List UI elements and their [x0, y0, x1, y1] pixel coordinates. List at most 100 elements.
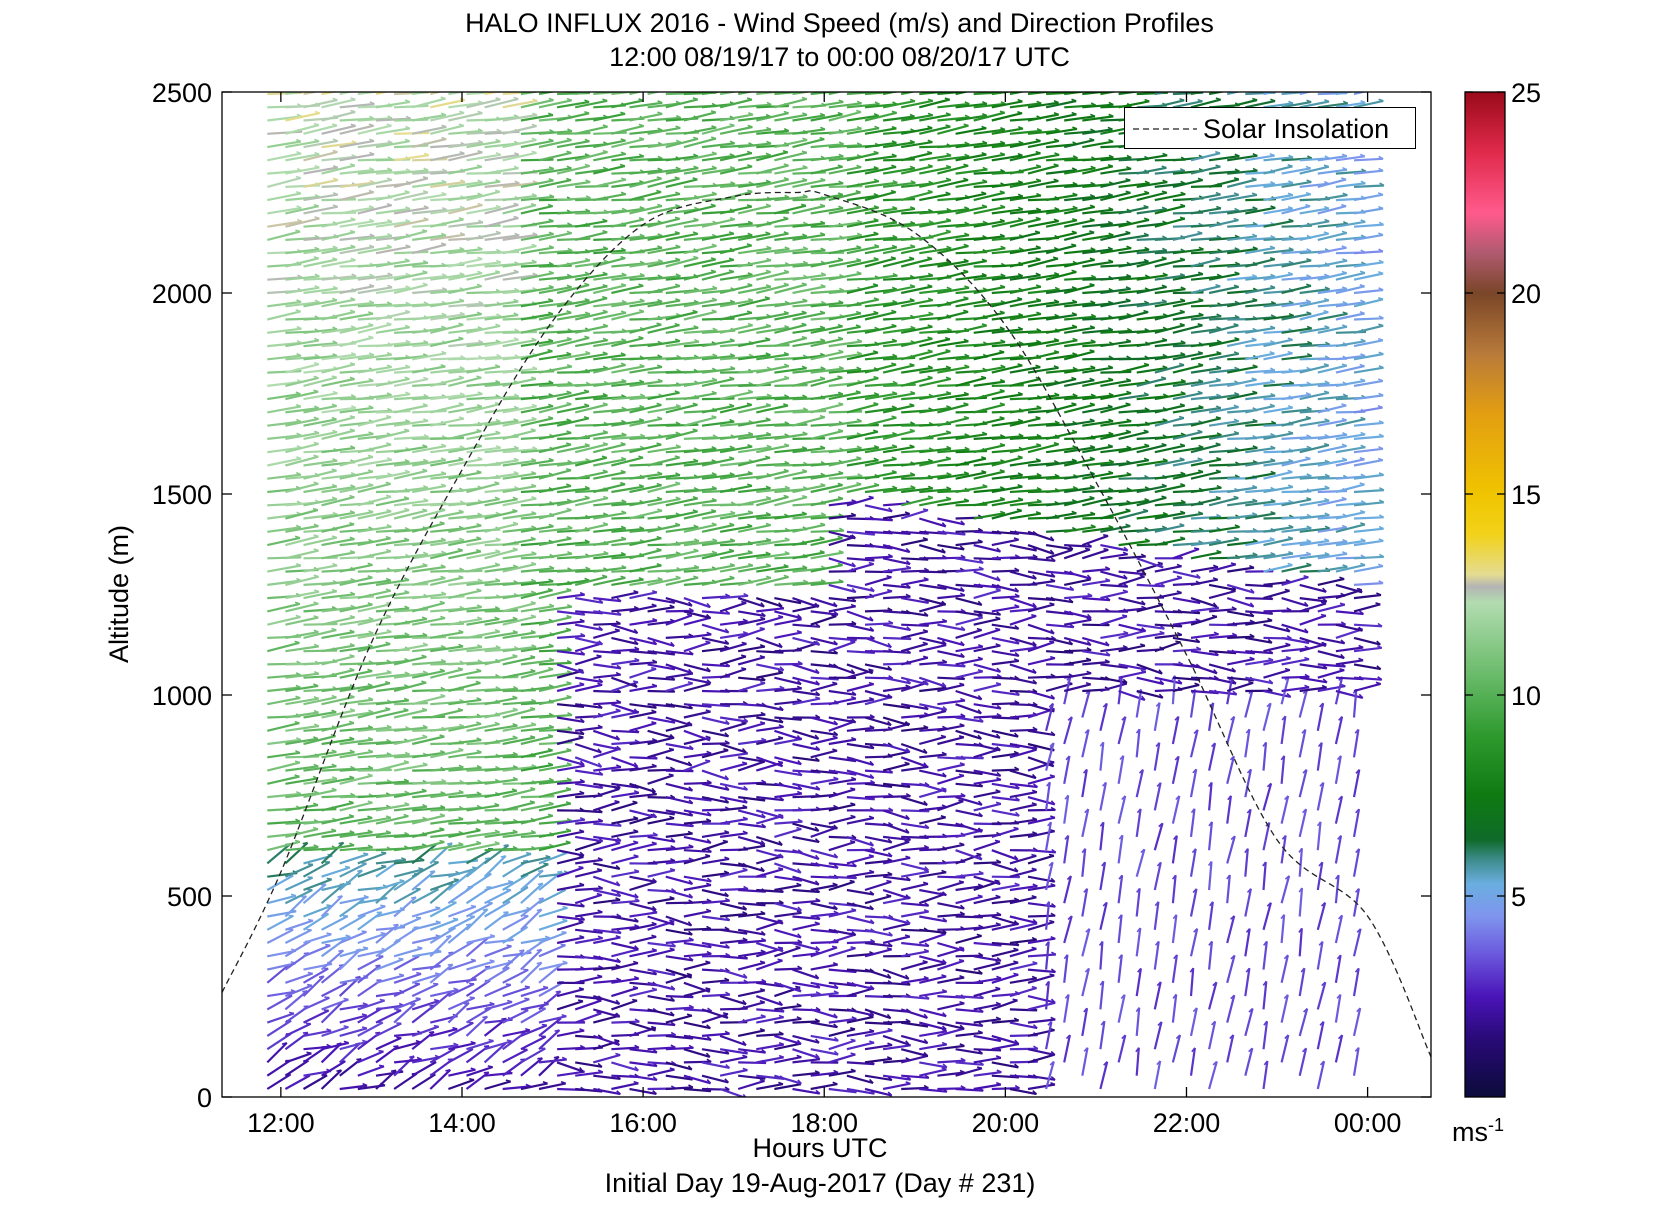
wind-barb	[412, 92, 434, 96]
wind-barb-tick	[668, 747, 674, 751]
wind-barb-tick	[633, 708, 639, 714]
wind-barb	[611, 888, 639, 899]
wind-barb-tick	[458, 816, 464, 820]
wind-barb-tick	[759, 655, 765, 658]
wind-barb	[611, 1020, 640, 1024]
wind-barb	[502, 765, 537, 772]
wind-barb	[647, 981, 675, 991]
wind-barb	[792, 580, 826, 586]
wind-barb	[701, 979, 730, 984]
wind-barb	[448, 272, 483, 281]
wind-barb-tick	[729, 445, 735, 450]
wind-barb	[466, 804, 500, 812]
wind-barb	[629, 204, 663, 215]
wind-barb	[774, 981, 802, 993]
wind-barb-tick	[856, 257, 862, 262]
wind-barb-tick	[513, 202, 519, 206]
wind-barb-tick	[746, 310, 753, 314]
wind-barb-tick	[602, 512, 609, 516]
wind-barb-tick	[669, 815, 675, 819]
wind-barb	[502, 700, 536, 706]
wind-barb	[629, 484, 662, 494]
wind-barb	[719, 113, 754, 122]
wind-barb	[394, 435, 429, 440]
wind-barb	[756, 1016, 784, 1024]
wind-barb	[629, 765, 657, 772]
wind-barb	[738, 553, 771, 560]
wind-barb	[701, 1008, 729, 1020]
wind-barb-tick	[369, 85, 374, 87]
wind-barb-tick	[783, 351, 789, 356]
wind-barb-tick	[445, 934, 452, 938]
wind-barb-tick	[447, 963, 453, 966]
wind-barb-tick	[494, 496, 500, 500]
wind-barb-tick	[495, 686, 501, 690]
wind-barb	[484, 1072, 513, 1077]
wind-barb-tick	[378, 1064, 385, 1068]
wind-barb	[737, 681, 766, 693]
wind-barb	[502, 968, 529, 984]
wind-barb	[502, 204, 537, 215]
wind-barb-tick	[440, 364, 446, 368]
wind-barb	[846, 682, 874, 693]
wind-barb	[466, 224, 501, 228]
wind-barb-tick	[652, 813, 658, 818]
wind-barb-tick	[368, 378, 374, 382]
wind-barb	[448, 751, 482, 759]
wind-barb-tick	[692, 231, 699, 235]
wind-barb	[828, 597, 856, 603]
wind-barb-tick	[421, 616, 428, 620]
wind-barb	[267, 473, 302, 480]
wind-barbs	[266, 85, 1385, 1097]
wind-barb	[719, 1068, 748, 1077]
wind-barb-tick	[602, 392, 608, 397]
wind-barb-tick	[584, 335, 590, 339]
wind-barb	[285, 92, 308, 96]
wind-barb	[738, 796, 766, 802]
wind-barb	[447, 915, 476, 931]
wind-barb-tick	[850, 603, 856, 608]
wind-barb	[339, 470, 374, 480]
wind-barb	[774, 756, 802, 766]
wind-barb-tick	[838, 365, 844, 370]
wind-barb-tick	[602, 402, 608, 406]
wind-barb	[611, 1061, 639, 1072]
wind-barb-tick	[567, 525, 573, 529]
wind-barb	[357, 365, 392, 374]
wind-barb	[592, 995, 620, 1005]
wind-barb	[285, 248, 320, 255]
wind-barb	[629, 578, 663, 586]
wind-barb-tick	[777, 867, 784, 870]
wind-barb	[538, 649, 572, 653]
wind-barb	[846, 258, 879, 268]
wind-barb	[412, 113, 447, 122]
wind-barb	[846, 1008, 874, 1017]
wind-barb-tick	[819, 414, 826, 418]
wind-barb	[629, 1048, 658, 1054]
wind-barb	[430, 393, 465, 401]
wind-barb	[430, 233, 465, 241]
wind-barb-tick	[548, 166, 555, 170]
wind-barb-tick	[656, 176, 662, 180]
wind-barb-tick	[350, 97, 356, 101]
wind-barb	[701, 1061, 730, 1069]
wind-barb-tick	[554, 1029, 560, 1032]
wind-barb-tick	[741, 654, 747, 658]
wind-barb	[629, 234, 663, 241]
wind-barb	[683, 641, 711, 653]
wind-barb-tick	[706, 779, 712, 784]
wind-barb-tick	[856, 481, 862, 485]
wind-barb-tick	[566, 536, 572, 540]
wind-barb	[357, 708, 391, 719]
wind-barb-tick	[349, 428, 355, 432]
wind-barb-tick	[579, 935, 585, 939]
wind-barb-tick	[566, 614, 572, 618]
wind-barb	[647, 168, 681, 175]
wind-barb-tick	[838, 402, 844, 406]
wind-barb-tick	[458, 402, 464, 406]
wind-barb	[321, 275, 357, 281]
wind-barb-tick	[405, 301, 411, 306]
wind-barb	[393, 868, 424, 878]
wind-barb-tick	[705, 908, 712, 912]
wind-barb	[284, 940, 311, 958]
